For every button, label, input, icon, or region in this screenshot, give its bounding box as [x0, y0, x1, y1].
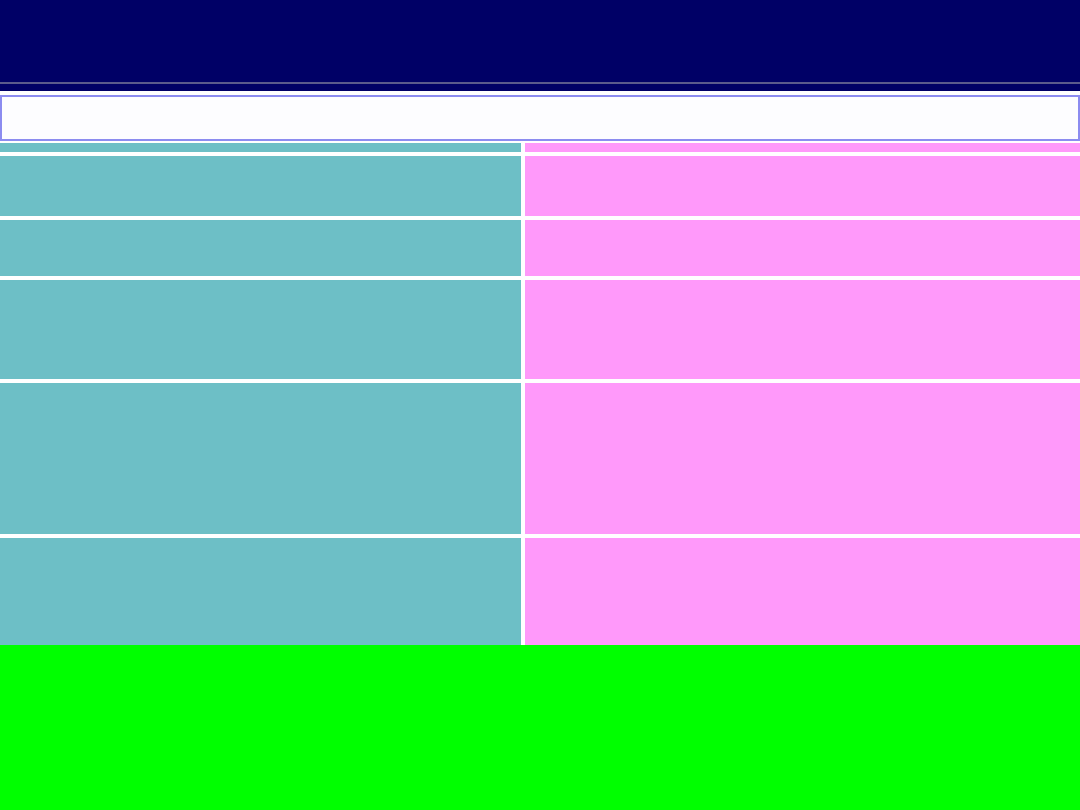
grid-cell-left[interactable] — [0, 280, 521, 379]
grid-cell-left[interactable] — [0, 156, 521, 216]
grid-row — [0, 156, 1080, 216]
grid-cell-left[interactable] — [0, 143, 521, 152]
grid-cell-left[interactable] — [0, 383, 521, 534]
grid-row — [0, 143, 1080, 152]
grid-cell-right[interactable] — [525, 143, 1080, 152]
grid-cell-left[interactable] — [0, 220, 521, 276]
search-input[interactable] — [0, 95, 1080, 141]
grid-row — [0, 280, 1080, 379]
header-divider — [0, 82, 1080, 84]
grid-row — [0, 538, 1080, 646]
content-grid — [0, 143, 1080, 646]
search-field-container — [0, 95, 1080, 141]
header-bar — [0, 0, 1080, 91]
grid-cell-right[interactable] — [525, 538, 1080, 646]
footer-block — [0, 645, 1080, 810]
grid-cell-right[interactable] — [525, 280, 1080, 379]
grid-cell-right[interactable] — [525, 220, 1080, 276]
grid-cell-right[interactable] — [525, 383, 1080, 534]
grid-cell-left[interactable] — [0, 538, 521, 646]
grid-row — [0, 220, 1080, 276]
grid-row — [0, 383, 1080, 534]
grid-cell-right[interactable] — [525, 156, 1080, 216]
